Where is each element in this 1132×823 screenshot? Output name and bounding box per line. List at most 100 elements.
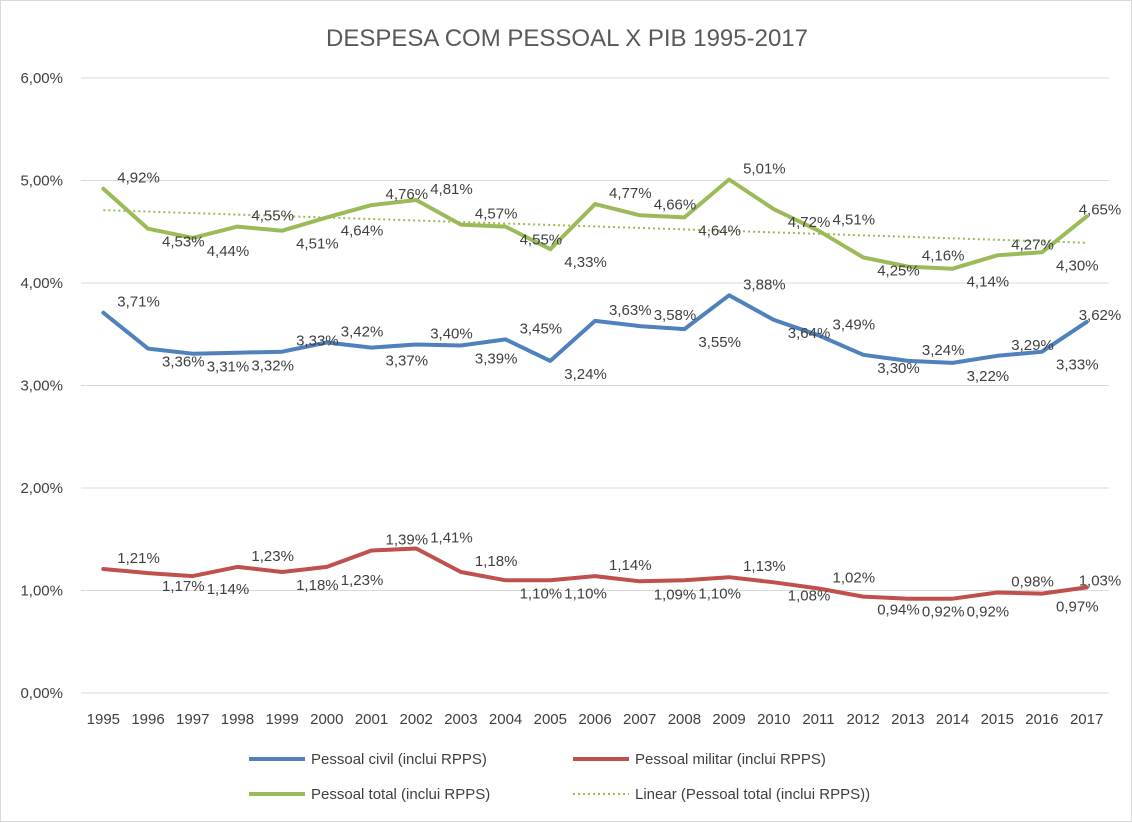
x-tick-label: 2003 [444,711,477,728]
data-label: 3,63% [609,302,652,319]
legend-entry: Pessoal total (inclui RPPS) [249,786,490,803]
legend-entry: Pessoal civil (inclui RPPS) [249,751,487,768]
data-label: 1,18% [475,553,518,570]
data-label: 1,02% [833,570,876,587]
data-label: 1,18% [296,577,339,594]
data-label: 3,55% [698,334,741,351]
data-label: 3,71% [117,294,160,311]
data-label: 4,55% [251,208,294,225]
data-label: 4,51% [833,212,876,229]
data-label: 3,88% [743,276,786,293]
data-label: 3,62% [1079,307,1122,324]
data-label: 3,31% [207,359,250,376]
data-label: 5,01% [743,161,786,178]
x-tick-label: 1999 [265,711,298,728]
chart-title: DESPESA COM PESSOAL X PIB 1995-2017 [326,25,808,52]
series-line [101,546,1089,601]
data-label: 3,33% [1056,357,1099,374]
x-tick-label: 2017 [1070,711,1103,728]
data-label: 4,77% [609,185,652,202]
x-tick-label: 2008 [668,711,701,728]
data-label: 3,58% [654,307,697,324]
y-tick-label: 1,00% [20,583,63,600]
data-label: 1,41% [430,530,473,547]
data-label: 1,13% [743,558,786,575]
data-label: 4,76% [386,186,429,203]
x-tick-label: 1998 [221,711,254,728]
x-tick-label: 2009 [712,711,745,728]
data-label: 4,65% [1079,201,1122,218]
data-label: 3,64% [788,325,831,342]
data-label: 0,98% [1011,574,1054,591]
data-label: 0,94% [877,602,920,619]
data-label: 4,53% [162,234,205,251]
data-label: 3,29% [1011,337,1054,354]
data-labels: 3,71%3,36% 3,31% 3,32%3,33%3,42%3,37%3,40%… [117,161,1121,621]
data-label: 4,81% [430,181,473,198]
series-line [101,177,1089,271]
y-tick-label: 3,00% [20,378,63,395]
legend-label: Pessoal militar (inclui RPPS) [635,751,826,768]
data-label: 1,39% [386,532,429,549]
data-label: 3,49% [833,316,876,333]
data-label: 1,10% [520,585,563,602]
x-tick-label: 2013 [891,711,924,728]
legend-entry: Pessoal militar (inclui RPPS) [573,751,826,768]
data-label: 4,27% [1011,236,1054,253]
x-tick-label: 2000 [310,711,343,728]
data-label: 1,08% [788,587,831,604]
data-label: 3,24% [564,366,607,383]
data-label: 1,23% [251,548,294,565]
data-label: 3,36% [162,354,205,371]
y-tick-label: 6,00% [20,70,63,87]
x-tick-label: 1996 [131,711,164,728]
x-tick-label: 2002 [400,711,433,728]
data-label: 3,32% [251,358,294,375]
data-label: 4,16% [922,248,965,265]
data-label: 0,92% [967,604,1010,621]
data-label: 1,10% [564,585,607,602]
x-tick-label: 2006 [578,711,611,728]
y-tick-label: 4,00% [20,275,63,292]
data-label: 4,25% [877,262,920,279]
data-label: 3,30% [877,360,920,377]
x-tick-label: 2007 [623,711,656,728]
x-tick-label: 2015 [981,711,1014,728]
y-tick-label: 5,00% [20,173,63,190]
legend-label: Linear (Pessoal total (inclui RPPS)) [635,786,870,803]
grid-lines [81,77,1109,694]
data-label: 4,64% [341,222,384,239]
data-label: 4,14% [967,274,1010,291]
x-tick-label: 2011 [802,711,834,728]
data-label: 0,97% [1056,599,1099,616]
x-tick-label: 2014 [936,711,969,728]
data-label: 3,33% [296,333,339,350]
data-label: 4,33% [564,254,607,271]
data-label: 0,92% [922,604,965,621]
x-tick-label: 2004 [489,711,522,728]
x-tick-label: 1995 [87,711,120,728]
x-tick-label: 2016 [1025,711,1058,728]
data-label: 4,44% [207,243,250,260]
x-tick-label: 1997 [176,711,209,728]
data-label: 1,14% [609,557,652,574]
data-label: 4,55% [520,232,563,249]
data-label: 1,21% [117,550,160,567]
legend-label: Pessoal total (inclui RPPS) [311,786,490,803]
trendline-layer [103,209,1087,244]
data-label: 4,72% [788,214,831,231]
data-label: 4,66% [654,196,697,213]
legend-label: Pessoal civil (inclui RPPS) [311,751,487,768]
y-tick-label: 2,00% [20,480,63,497]
x-tick-label: 2005 [534,711,567,728]
trendline-linear [103,209,1087,244]
data-label: 4,57% [475,206,518,223]
data-label: 1,10% [698,585,741,602]
x-tick-label: 2001 [355,711,388,728]
legend: Pessoal civil (inclui RPPS) Pessoal milit… [249,751,870,803]
data-label: 1,17% [162,578,205,595]
legend-entry: Linear (Pessoal total (inclui RPPS)) [573,786,870,803]
data-label: 3,24% [922,342,965,359]
data-label: 3,39% [475,351,518,368]
